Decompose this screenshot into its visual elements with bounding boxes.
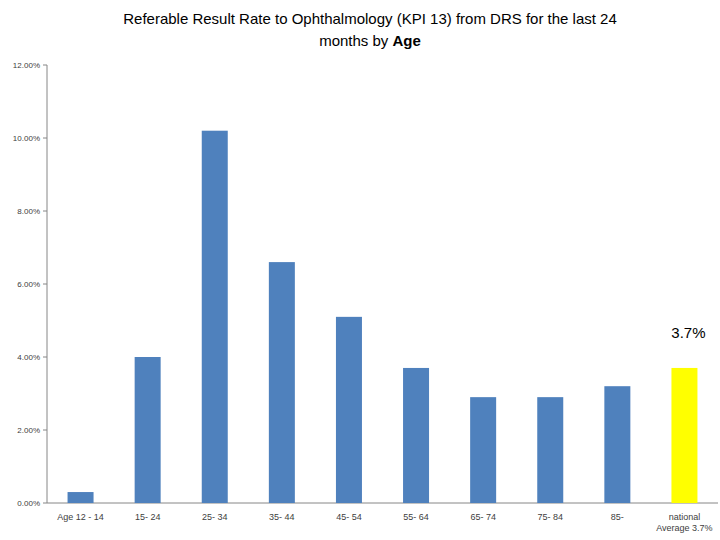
x-tick-label: 55- 64 xyxy=(403,512,429,522)
y-tick-label: 12.00% xyxy=(13,61,40,70)
x-tick-label: 65- 74 xyxy=(470,512,496,522)
y-tick xyxy=(43,430,47,431)
x-tick-label-line: 25- 34 xyxy=(202,512,228,522)
x-tick-label-line: national xyxy=(669,512,701,522)
title-line: months by xyxy=(319,32,392,49)
y-tick xyxy=(43,503,47,504)
x-tick-label-line: Age 12 - 14 xyxy=(57,512,104,522)
chart: Referable Result Rate to Ophthalmology (… xyxy=(0,0,720,540)
bar xyxy=(68,492,94,503)
title: Referable Result Rate to Ophthalmology (… xyxy=(123,10,617,49)
title-emphasis: Age xyxy=(393,32,421,49)
bar xyxy=(403,368,429,503)
y-tick xyxy=(43,138,47,139)
x-tick-label-line: Average 3.7% xyxy=(656,523,712,533)
y-tick-label: 4.00% xyxy=(17,353,40,362)
y-tick xyxy=(43,211,47,212)
x-tick-label-line: 65- 74 xyxy=(470,512,496,522)
x-tick-label-line: 55- 64 xyxy=(403,512,429,522)
y-tick-label: 6.00% xyxy=(17,280,40,289)
bar xyxy=(604,386,630,503)
x-tick-label: Age 12 - 14 xyxy=(57,512,104,522)
y-tick-label: 0.00% xyxy=(17,499,40,508)
x-tick-label: 85- xyxy=(611,512,624,522)
x-tick-label-line: 75- 84 xyxy=(537,512,563,522)
bar xyxy=(470,397,496,503)
y-tick xyxy=(43,65,47,66)
x-tick-label: 15- 24 xyxy=(135,512,161,522)
bar xyxy=(202,131,228,503)
bar xyxy=(336,317,362,503)
data-label: 3.7% xyxy=(671,324,705,341)
y-tick-label: 2.00% xyxy=(17,426,40,435)
y-tick xyxy=(43,357,47,358)
x-tick-label-line: 45- 54 xyxy=(336,512,362,522)
bar xyxy=(135,357,161,503)
bar xyxy=(269,262,295,503)
y-tick-label: 10.00% xyxy=(13,134,40,143)
x-tick-label: nationalAverage 3.7% xyxy=(656,512,712,533)
x-tick-label: 35- 44 xyxy=(269,512,295,522)
x-tick-label-line: 85- xyxy=(611,512,624,522)
x-tick-label-line: 15- 24 xyxy=(135,512,161,522)
bar xyxy=(537,397,563,503)
x-tick-label: 45- 54 xyxy=(336,512,362,522)
y-tick-label: 8.00% xyxy=(17,207,40,216)
x-tick-label-line: 35- 44 xyxy=(269,512,295,522)
y-tick xyxy=(43,284,47,285)
bar xyxy=(671,368,697,503)
x-tick-label: 25- 34 xyxy=(202,512,228,522)
bars xyxy=(68,131,698,503)
x-tick-label: 75- 84 xyxy=(537,512,563,522)
title-line: Referable Result Rate to Ophthalmology (… xyxy=(123,10,617,27)
